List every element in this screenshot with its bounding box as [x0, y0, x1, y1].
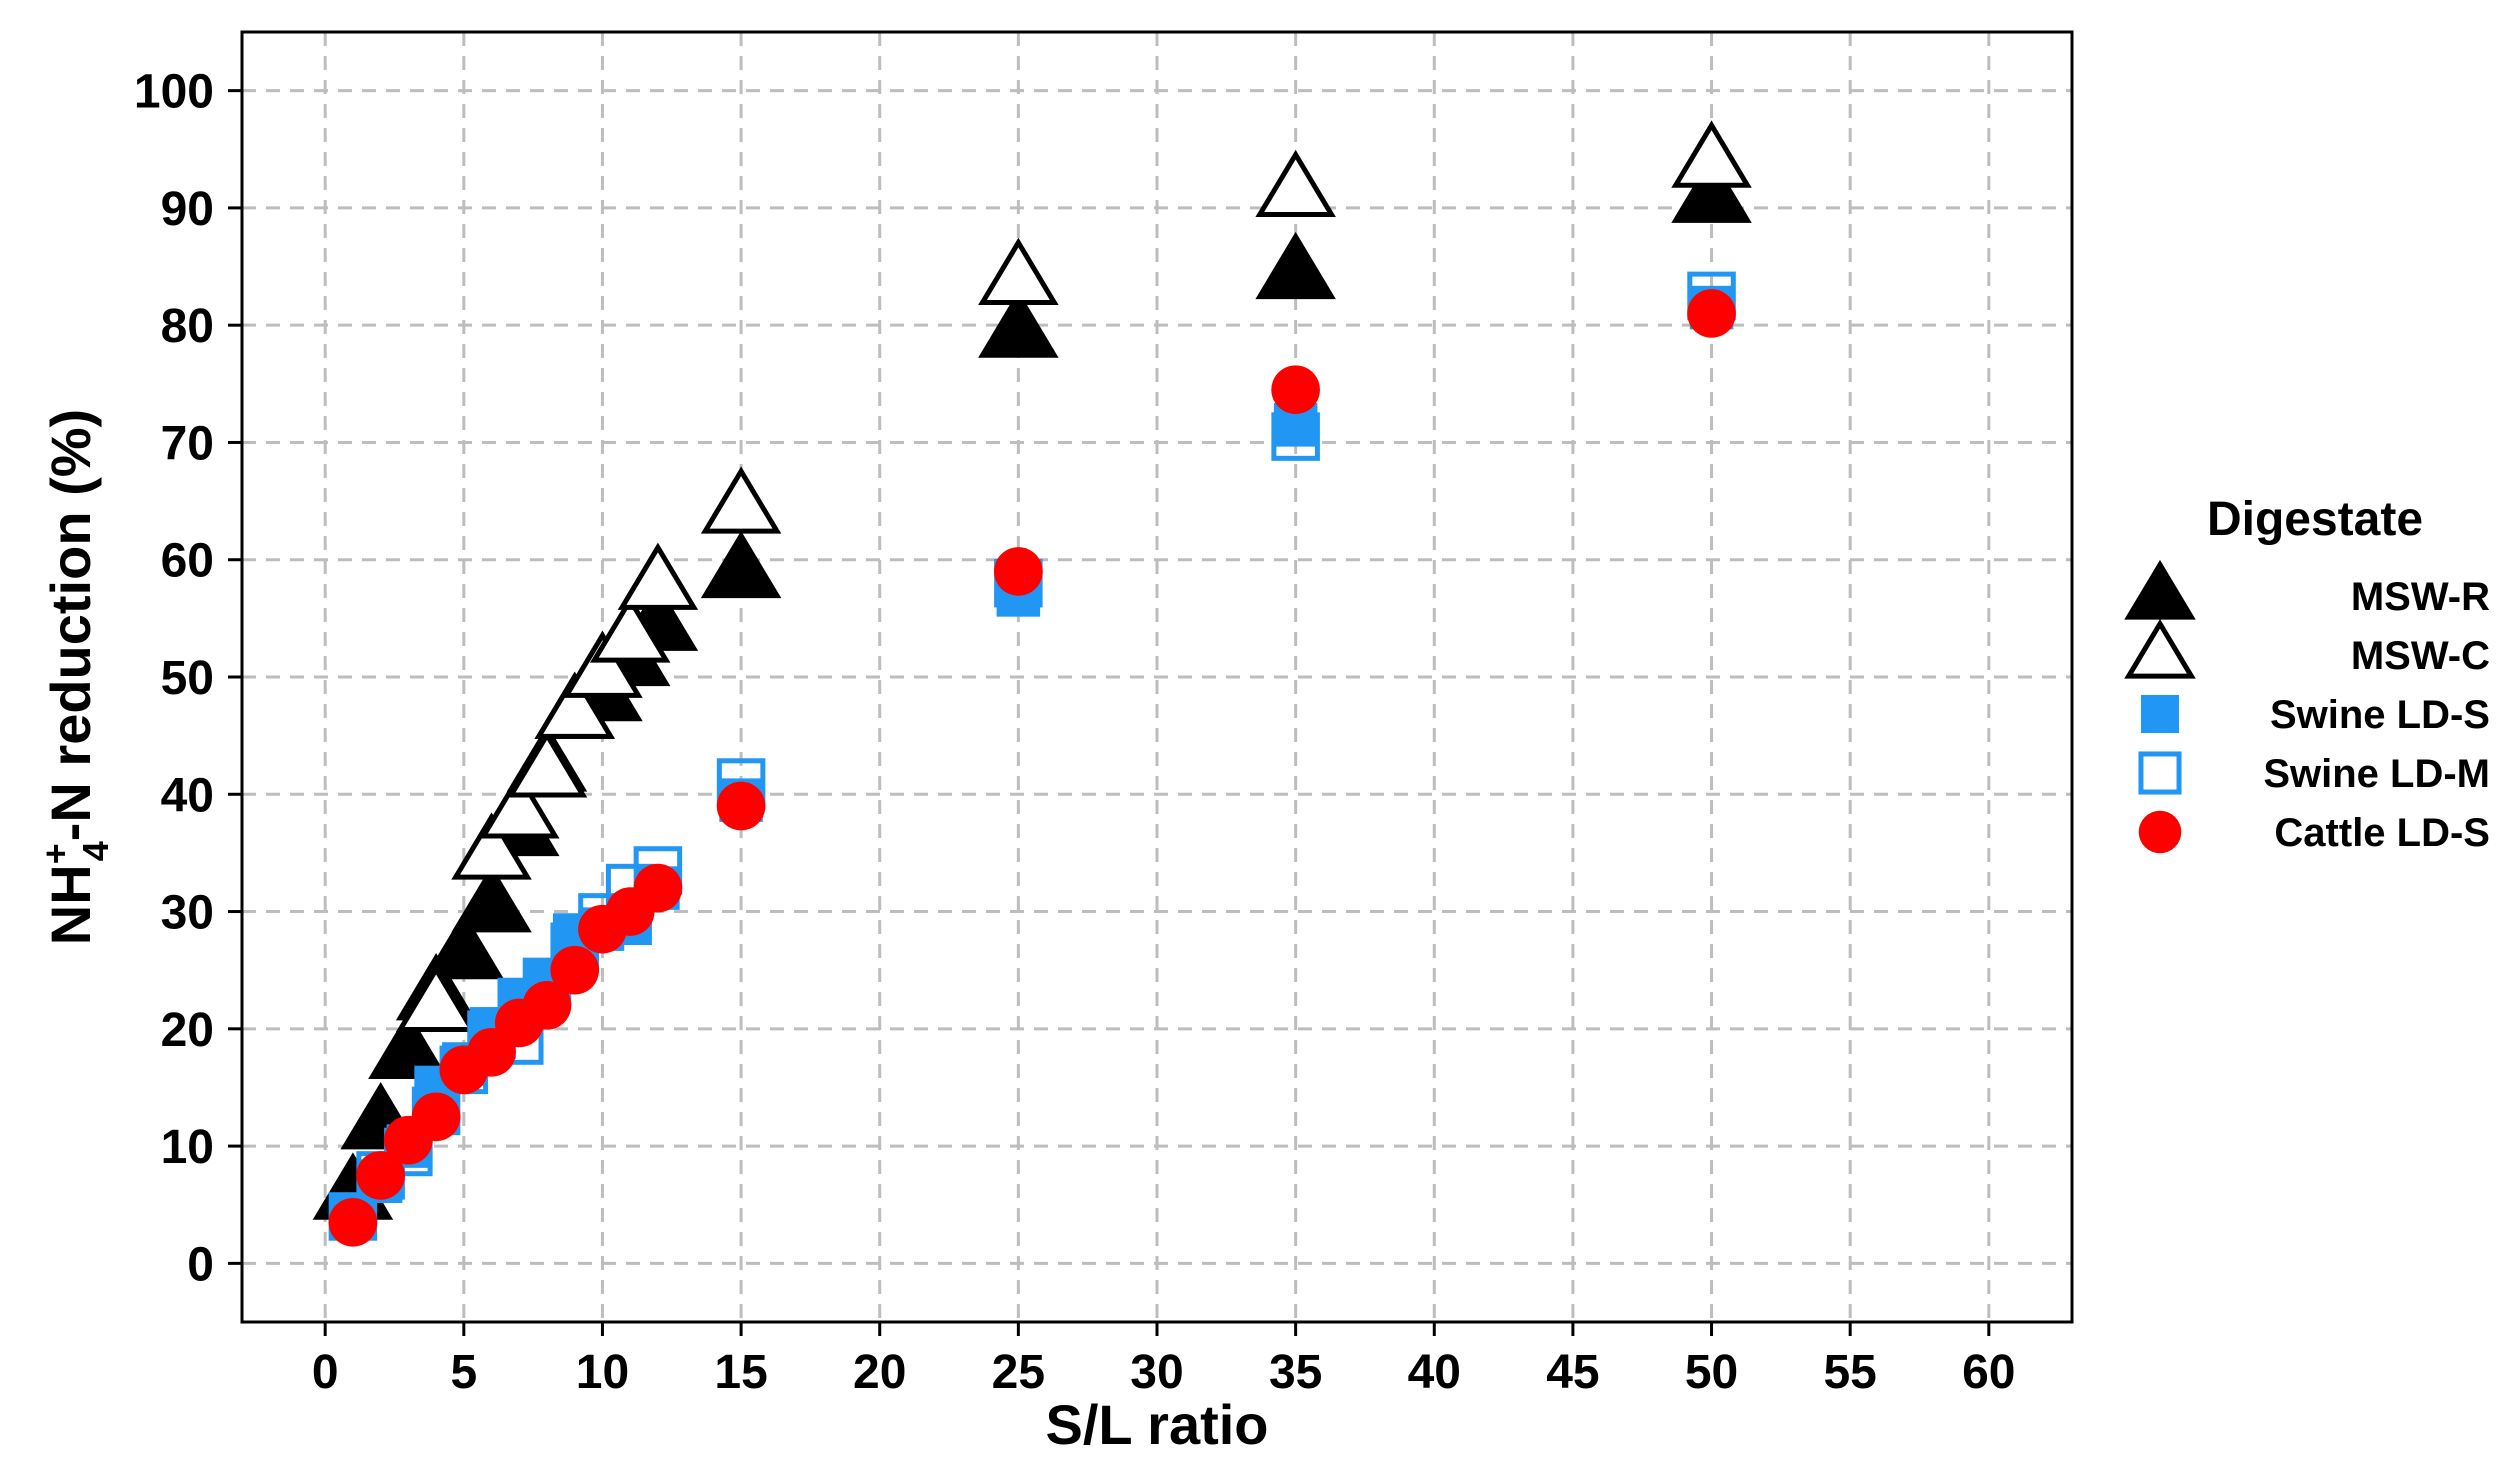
legend-key-2	[2140, 694, 2180, 734]
data-point-1-10	[1255, 149, 1336, 218]
x-tick-label-6: 30	[1130, 1346, 1183, 1399]
y-tick-label-3: 30	[161, 887, 214, 940]
data-point-0-15	[1671, 155, 1752, 223]
x-tick-label-2: 10	[576, 1346, 629, 1399]
data-point-1-1	[451, 812, 532, 880]
legend: Digestate MSW-R MSW-C Swine LD-S Swine LD-M…	[2124, 493, 2490, 855]
x-tick-label-3: 15	[714, 1346, 767, 1399]
data-point-4-8	[550, 945, 600, 995]
data-point-1-6	[589, 595, 671, 663]
x-tick-label-11: 55	[1823, 1346, 1876, 1399]
data-point-4-15	[1687, 289, 1736, 338]
data-point-0-13	[978, 290, 1059, 358]
data-point-4-1	[356, 1151, 405, 1200]
x-tick-label-8: 40	[1408, 1346, 1461, 1399]
legend-label-3: Swine LD-M	[2263, 752, 2490, 796]
legend-label-2: Swine LD-S	[2270, 693, 2490, 737]
data-point-4-14	[1271, 365, 1320, 415]
x-tick-label-0: 0	[312, 1346, 339, 1399]
data-point-0-5	[451, 865, 532, 933]
legend-label-0: MSW-R	[2351, 575, 2490, 619]
x-tick-label-5: 25	[992, 1346, 1045, 1399]
y-axis-title-rest: -N reduction (%)	[39, 409, 102, 841]
y-tick-label-10: 100	[134, 66, 214, 119]
y-tick-label-7: 70	[161, 417, 214, 470]
legend-key-3	[2138, 751, 2182, 795]
data-point-1-7	[617, 542, 699, 610]
data-point-1-9	[978, 237, 1059, 305]
y-tick-label-1: 10	[161, 1121, 214, 1174]
data-point-0-12	[700, 530, 782, 599]
x-axis-title: S/L ratio	[1045, 1393, 1268, 1456]
y-axis-title: NH+4-N reduction (%)	[35, 409, 116, 945]
series-msw-c	[395, 120, 1752, 1033]
data-points	[312, 120, 1752, 1247]
legend-key-4	[2138, 810, 2182, 854]
data-point-4-11	[633, 863, 683, 913]
x-tick-label-7: 35	[1269, 1346, 1322, 1399]
data-point-1-11	[1671, 120, 1752, 188]
data-point-1-4	[534, 671, 615, 739]
data-point-4-0	[328, 1197, 378, 1247]
legend-label-1: MSW-C	[2351, 634, 2490, 678]
series-cattle-ld-s	[328, 289, 1736, 1247]
data-point-1-0	[395, 964, 477, 1033]
legend-label-4: Cattle LD-S	[2274, 811, 2490, 855]
axis-ticks: 0 5 10 15 20 25 30 35 40 45 50 55 60 0 10 20 30 40 50 60 70 8…	[134, 66, 2016, 1399]
grid	[242, 32, 2072, 1322]
y-tick-label-2: 20	[161, 1004, 214, 1057]
x-tick-label-9: 45	[1546, 1346, 1599, 1399]
y-tick-label-4: 40	[161, 769, 214, 822]
data-point-4-13	[994, 547, 1043, 596]
y-axis-title-subscript: 4	[75, 841, 116, 861]
y-axis-title-base: NH	[39, 864, 102, 945]
data-point-0-14	[1255, 231, 1336, 300]
legend-key-1	[2124, 618, 2196, 679]
data-point-0-4	[423, 912, 505, 980]
data-point-4-7	[522, 981, 572, 1030]
y-axis-title-superscript: +	[35, 843, 76, 864]
y-tick-label-9: 90	[161, 183, 214, 236]
data-point-4-12	[716, 781, 766, 831]
data-point-3-14	[1271, 412, 1320, 461]
x-tick-label-4: 20	[853, 1346, 906, 1399]
data-point-4-3	[411, 1092, 461, 1142]
x-tick-label-1: 5	[450, 1346, 477, 1399]
y-tick-label-5: 50	[161, 652, 214, 705]
x-tick-label-12: 60	[1962, 1346, 2015, 1399]
data-point-1-2	[479, 771, 560, 839]
legend-key-0	[2124, 559, 2196, 620]
y-tick-label-0: 0	[187, 1238, 214, 1291]
data-point-1-5	[562, 630, 643, 698]
x-tick-label-10: 50	[1685, 1346, 1738, 1399]
data-point-0-2	[368, 1011, 449, 1079]
data-point-1-3	[506, 730, 588, 798]
y-tick-label-8: 80	[161, 300, 214, 353]
legend-title: Digestate	[2207, 493, 2423, 546]
data-point-1-8	[700, 466, 782, 534]
y-tick-label-6: 60	[161, 535, 214, 588]
